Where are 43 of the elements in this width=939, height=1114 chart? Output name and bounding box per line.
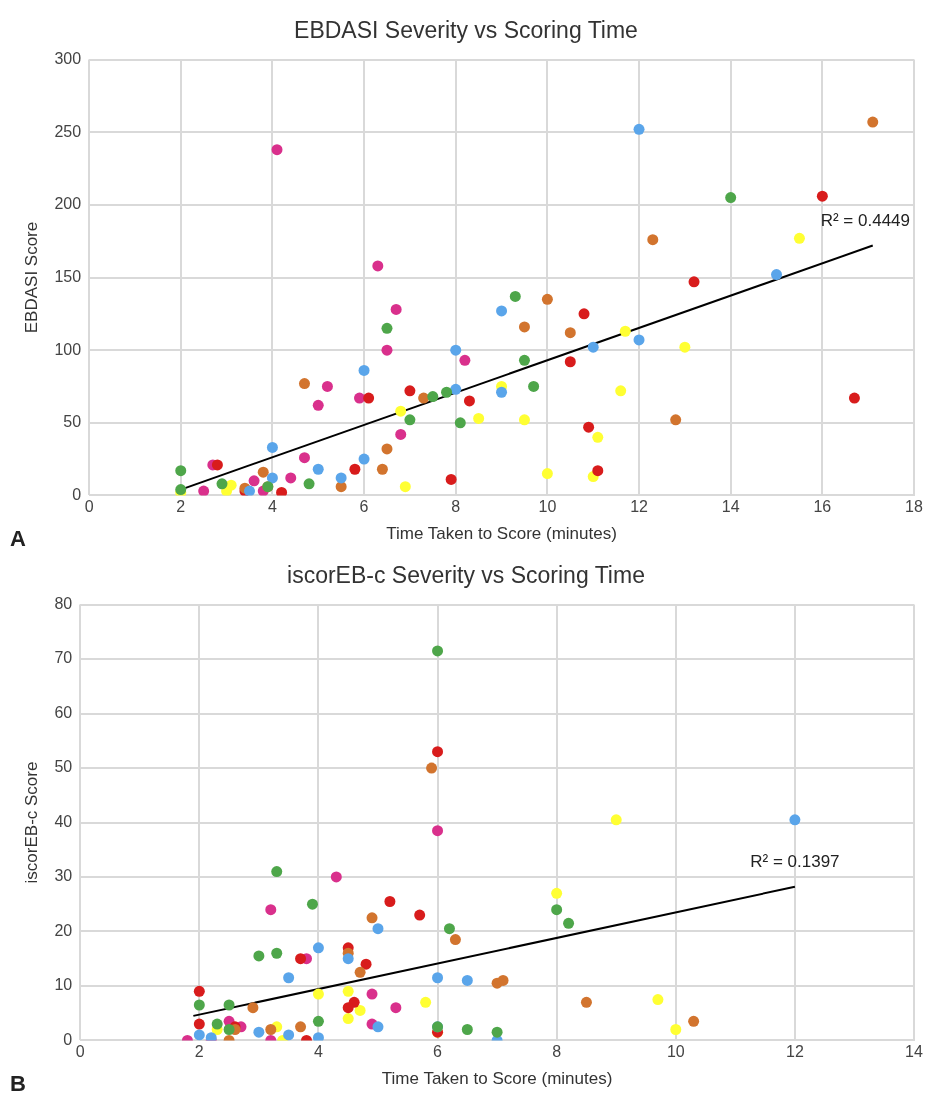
- y-tick-label: 80: [54, 595, 73, 613]
- x-tick-label: 0: [84, 498, 94, 516]
- y-tick-label: 150: [54, 267, 82, 285]
- y-axis-title: EBDASI Score: [21, 221, 41, 334]
- x-tick-label: 14: [905, 1043, 923, 1061]
- x-tick-label: 8: [451, 498, 461, 516]
- y-tick-label: 0: [63, 1030, 73, 1048]
- y-tick-label: 300: [54, 50, 82, 68]
- y-tick-label: 100: [54, 340, 82, 358]
- x-tick-label: 16: [813, 498, 832, 516]
- x-tick-label: 10: [666, 1043, 685, 1061]
- x-axis-title: Time Taken to Score (minutes): [386, 524, 617, 544]
- text: B: [10, 1071, 26, 1097]
- y-tick-label: 250: [54, 122, 82, 140]
- y-axis-title: iscorEB-c Score: [21, 761, 41, 884]
- x-tick-label: 8: [552, 1043, 562, 1061]
- x-tick-label: 10: [538, 498, 557, 516]
- text: A: [10, 526, 26, 552]
- chart-title: iscorEB-c Severity vs Scoring Time: [287, 562, 645, 589]
- y-tick-label: 10: [54, 976, 73, 994]
- x-tick-label: 2: [194, 1043, 204, 1061]
- x-tick-label: 6: [433, 1043, 443, 1061]
- x-tick-label: 12: [785, 1043, 804, 1061]
- y-tick-label: 50: [63, 413, 82, 431]
- x-axis-title: Time Taken to Score (minutes): [381, 1069, 613, 1089]
- y-tick-label: 60: [54, 703, 73, 721]
- annotation: R² = 0.4449: [820, 211, 910, 231]
- y-tick-label: 20: [54, 921, 73, 939]
- y-tick-label: 200: [54, 195, 82, 213]
- y-tick-label: 40: [54, 812, 73, 830]
- x-tick-label: 4: [313, 1043, 323, 1061]
- y-tick-label: 30: [54, 867, 73, 885]
- y-tick-label: 70: [54, 649, 73, 667]
- y-tick-label: 50: [54, 758, 73, 776]
- x-tick-label: 12: [630, 498, 649, 516]
- x-tick-label: 4: [267, 498, 277, 516]
- x-tick-label: 18: [905, 498, 923, 516]
- chart-title: EBDASI Severity vs Scoring Time: [294, 17, 638, 44]
- x-tick-label: 2: [176, 498, 186, 516]
- x-tick-label: 6: [359, 498, 369, 516]
- annotation: R² = 0.1397: [750, 852, 840, 872]
- y-tick-label: 0: [72, 485, 82, 503]
- x-tick-label: 14: [721, 498, 740, 516]
